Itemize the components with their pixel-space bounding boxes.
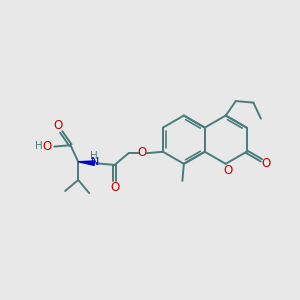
Text: O: O bbox=[110, 181, 119, 194]
Text: N: N bbox=[91, 157, 99, 167]
Text: O: O bbox=[42, 140, 52, 152]
Text: O: O bbox=[262, 157, 271, 170]
Text: O: O bbox=[53, 119, 62, 132]
Text: O: O bbox=[223, 164, 232, 177]
Text: H: H bbox=[35, 141, 43, 151]
Text: O: O bbox=[137, 146, 146, 159]
Text: H: H bbox=[90, 151, 97, 161]
Polygon shape bbox=[78, 161, 94, 165]
